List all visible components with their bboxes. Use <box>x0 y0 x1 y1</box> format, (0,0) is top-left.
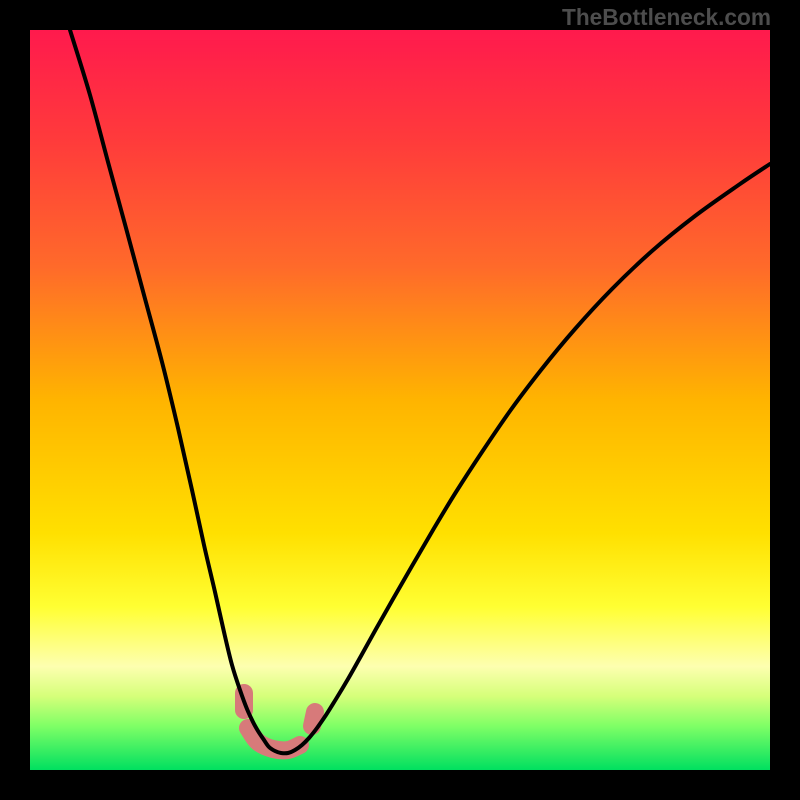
chart-canvas: TheBottleneck.com <box>0 0 800 800</box>
watermark-text: TheBottleneck.com <box>562 4 771 31</box>
plot-gradient-background <box>30 30 770 770</box>
